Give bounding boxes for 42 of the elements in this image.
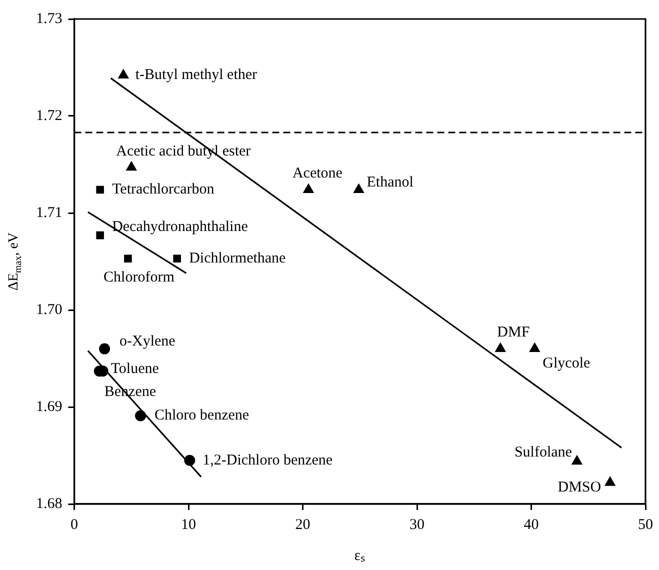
y-tick-label: 1.69 — [36, 398, 62, 415]
point — [126, 160, 138, 171]
annotation: t-Butyl methyl ether — [135, 67, 258, 84]
point — [135, 410, 146, 422]
y-axis-title: ΔEmax, eV — [6, 232, 24, 291]
x-tick-label: 40 — [524, 516, 539, 533]
annotation: Dichlormethane — [189, 250, 286, 267]
annotation: Ethanol — [366, 174, 414, 191]
y-tick-label: 1.73 — [36, 10, 62, 27]
point — [184, 454, 196, 466]
point — [353, 183, 364, 193]
x-tick-label: 50 — [638, 516, 653, 533]
annotation: Toluene — [110, 361, 160, 378]
annotation: Decahydronaphthaline — [112, 219, 248, 236]
point — [529, 342, 540, 352]
point — [99, 343, 110, 354]
point — [173, 254, 181, 262]
annotation: 1,2-Dichloro benzene — [202, 452, 333, 468]
annotation: DMSO — [558, 480, 602, 496]
annotation: Acetone — [292, 166, 343, 182]
annotation: Tetrachlorcarbon — [112, 182, 215, 198]
annotation: Sulfolane — [514, 444, 572, 460]
y-tick-label: 1.71 — [36, 204, 62, 221]
point — [118, 68, 130, 79]
x-tick-label: 30 — [410, 516, 424, 533]
point — [494, 342, 506, 352]
annotation: Chloroform — [104, 270, 175, 286]
x-tick-label: 0 — [70, 516, 78, 533]
x-tick-label: 20 — [295, 516, 310, 533]
annotation: Glycole — [542, 356, 591, 372]
y-tick-label: 1.70 — [36, 302, 62, 318]
annotation: Chloro benzene — [154, 408, 250, 424]
x-axis-title: εₛ — [354, 548, 366, 564]
point — [96, 231, 104, 240]
y-tick-label: 1.68 — [36, 496, 62, 512]
y-tick-label: 1.72 — [36, 108, 62, 124]
point — [124, 254, 132, 262]
point — [302, 183, 314, 193]
x-tick-label: 10 — [181, 516, 196, 533]
point — [96, 186, 104, 194]
annotation: o-Xylene — [120, 334, 176, 350]
annotation: DMF — [497, 324, 530, 341]
